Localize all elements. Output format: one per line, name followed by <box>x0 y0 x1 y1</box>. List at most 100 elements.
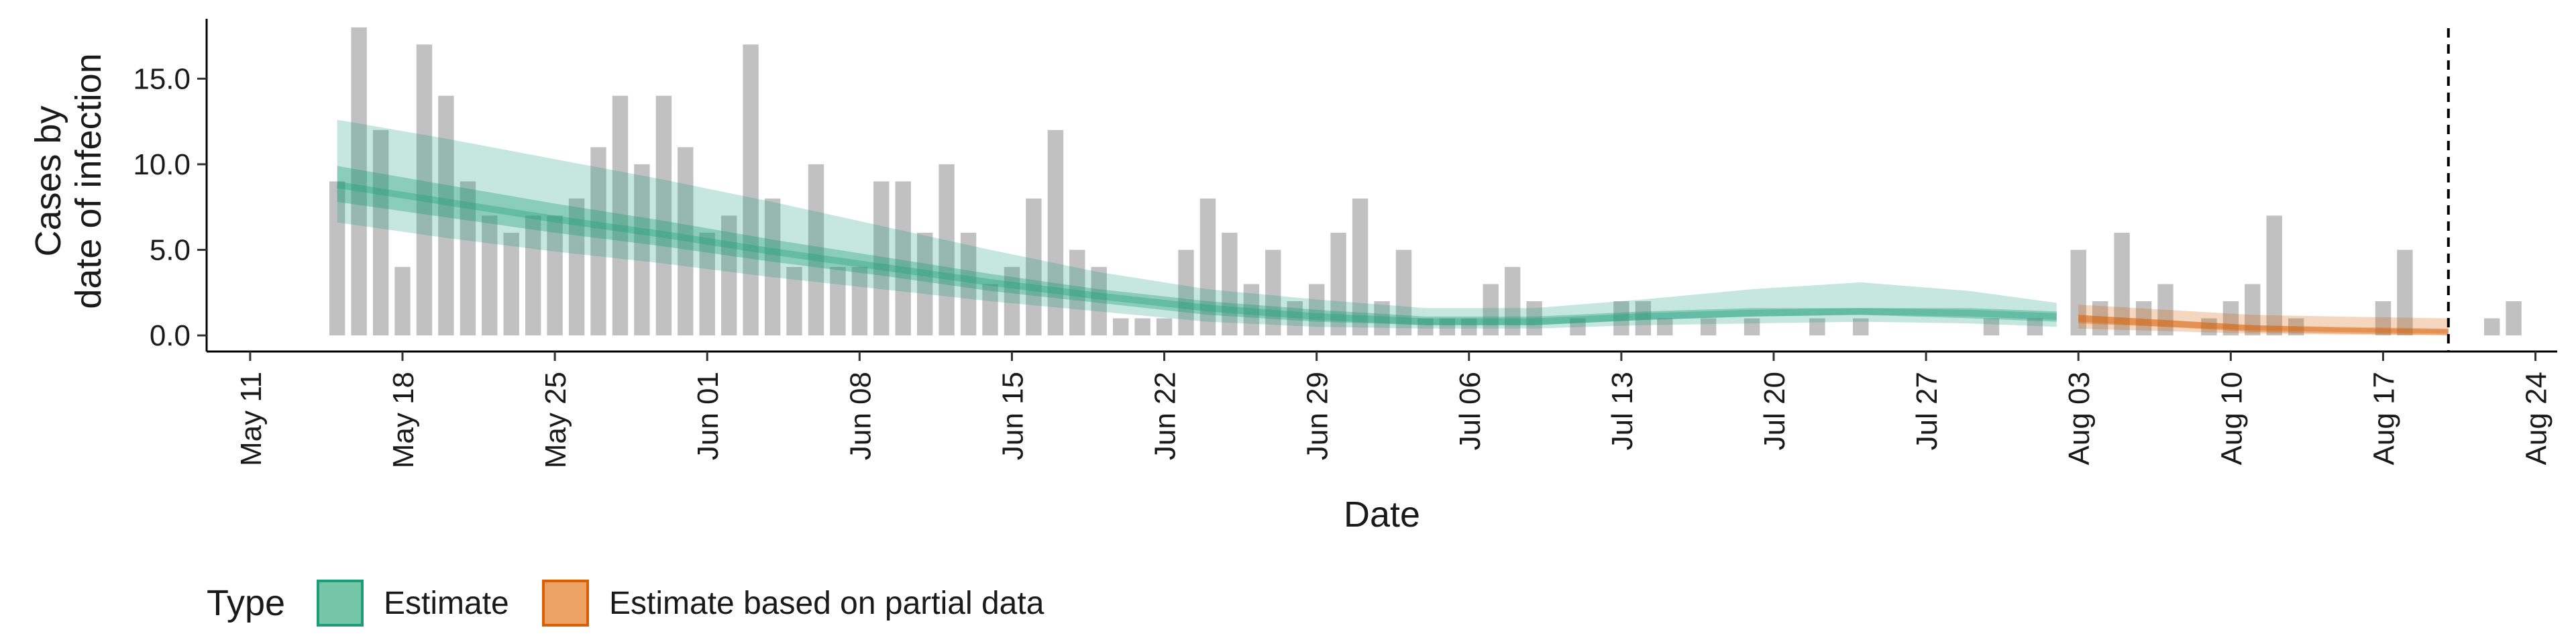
case-bar <box>1983 318 2000 335</box>
case-bar <box>1026 198 1042 335</box>
case-bar <box>2288 318 2304 335</box>
case-bar <box>416 44 433 336</box>
band50-estimate <box>337 166 2057 325</box>
x-tick-label: May 25 <box>539 372 572 468</box>
case-bar <box>1526 301 1542 335</box>
x-tick-label: Aug 03 <box>2063 372 2096 465</box>
case-bar <box>1461 318 1477 335</box>
case-bar <box>1809 318 1825 335</box>
case-bar <box>786 266 802 335</box>
case-bar <box>1505 266 1521 335</box>
case-bar <box>329 181 345 335</box>
y-tick-label: 10.0 <box>133 148 191 181</box>
case-bar <box>1222 232 1238 335</box>
case-bar <box>873 181 890 335</box>
y-axis-title-line-2: date of infection <box>68 53 109 309</box>
y-axis-title: Cases by date of infection <box>28 53 109 309</box>
x-tick-label: Aug 24 <box>2520 372 2553 465</box>
y-tick-label: 15.0 <box>133 62 191 95</box>
case-bar <box>851 266 868 335</box>
y-axis-title-line-1: Cases by <box>28 105 68 256</box>
case-bar <box>960 232 977 335</box>
case-bar <box>764 198 781 335</box>
band90-estimate <box>337 119 2057 329</box>
case-bar <box>1069 250 1085 335</box>
x-tick-label: Aug 17 <box>2367 372 2400 465</box>
case-bar <box>1309 284 1325 335</box>
x-tick-label: Aug 10 <box>2215 372 2248 465</box>
case-bar <box>2484 318 2500 335</box>
case-bar <box>808 164 824 335</box>
case-bar <box>547 215 563 335</box>
legend-swatch-partial <box>542 580 589 627</box>
case-bar <box>525 215 541 335</box>
x-tick-label: Jul 13 <box>1606 372 1639 450</box>
x-tick-label: Jun 08 <box>844 372 877 460</box>
case-bar <box>482 215 498 335</box>
case-bar <box>634 164 650 335</box>
x-tick-label: Jun 22 <box>1149 372 1182 460</box>
legend-swatch-estimate <box>317 580 364 627</box>
case-bar <box>2506 301 2522 335</box>
case-bar <box>1113 318 1129 335</box>
y-tick-label: 0.0 <box>150 319 191 352</box>
case-bar <box>2114 232 2130 335</box>
case-bar <box>699 232 715 335</box>
x-tick-label: May 11 <box>235 372 268 466</box>
legend: Type Estimate Estimate based on partial … <box>207 580 1044 627</box>
case-bar <box>1134 318 1150 335</box>
case-bar <box>1395 250 1412 335</box>
case-bar <box>1417 318 1434 335</box>
case-bar <box>678 147 694 335</box>
x-tick-label: Jul 20 <box>1758 372 1791 450</box>
case-bar <box>351 27 367 336</box>
x-tick-label: Jun 29 <box>1301 372 1334 460</box>
case-bar <box>1004 266 1020 335</box>
case-bar <box>1483 284 1499 335</box>
case-bar <box>2201 318 2217 335</box>
case-bar <box>1570 318 1586 335</box>
case-bar <box>1243 284 1260 335</box>
case-bar <box>1635 301 1652 335</box>
case-bar <box>1701 318 1717 335</box>
case-bar <box>2135 301 2152 335</box>
x-tick-label: Jul 06 <box>1454 372 1487 450</box>
estimate-bands <box>336 119 2449 335</box>
case-bar <box>938 164 955 335</box>
legend-label-partial: Estimate based on partial data <box>609 586 1044 621</box>
median-line-partial <box>2078 315 2449 335</box>
x-axis-title: Date <box>1344 494 1420 535</box>
band50-partial <box>2078 315 2449 334</box>
case-bar <box>1199 198 1216 335</box>
case-bar <box>2070 250 2086 335</box>
case-bar <box>1091 266 1107 335</box>
case-bar <box>1287 301 1303 335</box>
case-bar <box>1439 318 1456 335</box>
case-bar <box>1743 318 1760 335</box>
case-bar <box>2092 301 2108 335</box>
x-tick-label: May 18 <box>387 372 420 468</box>
case-bar <box>1657 318 1673 335</box>
case-bar <box>438 95 454 336</box>
case-bar <box>612 95 629 336</box>
case-bar <box>1352 198 1368 335</box>
case-bar <box>895 181 911 335</box>
y-tick-label: 5.0 <box>150 233 191 266</box>
x-tick-label: Jun 15 <box>996 372 1029 460</box>
case-bar <box>2397 250 2413 335</box>
case-bar <box>1330 232 1346 335</box>
band90-partial <box>2078 305 2449 335</box>
case-bar <box>2266 215 2282 335</box>
case-bar <box>372 129 389 336</box>
case-bar <box>1047 129 1064 336</box>
case-bar <box>2222 301 2239 335</box>
case-bar <box>655 95 672 336</box>
x-tick-label: Jul 27 <box>1911 372 1943 450</box>
median-line-estimate <box>336 181 2057 325</box>
case-bar <box>1156 318 1173 335</box>
case-bar <box>2245 284 2261 335</box>
case-bar <box>1374 301 1390 335</box>
case-bar <box>743 44 759 336</box>
case-bar <box>982 284 998 335</box>
legend-title: Type <box>207 583 285 623</box>
